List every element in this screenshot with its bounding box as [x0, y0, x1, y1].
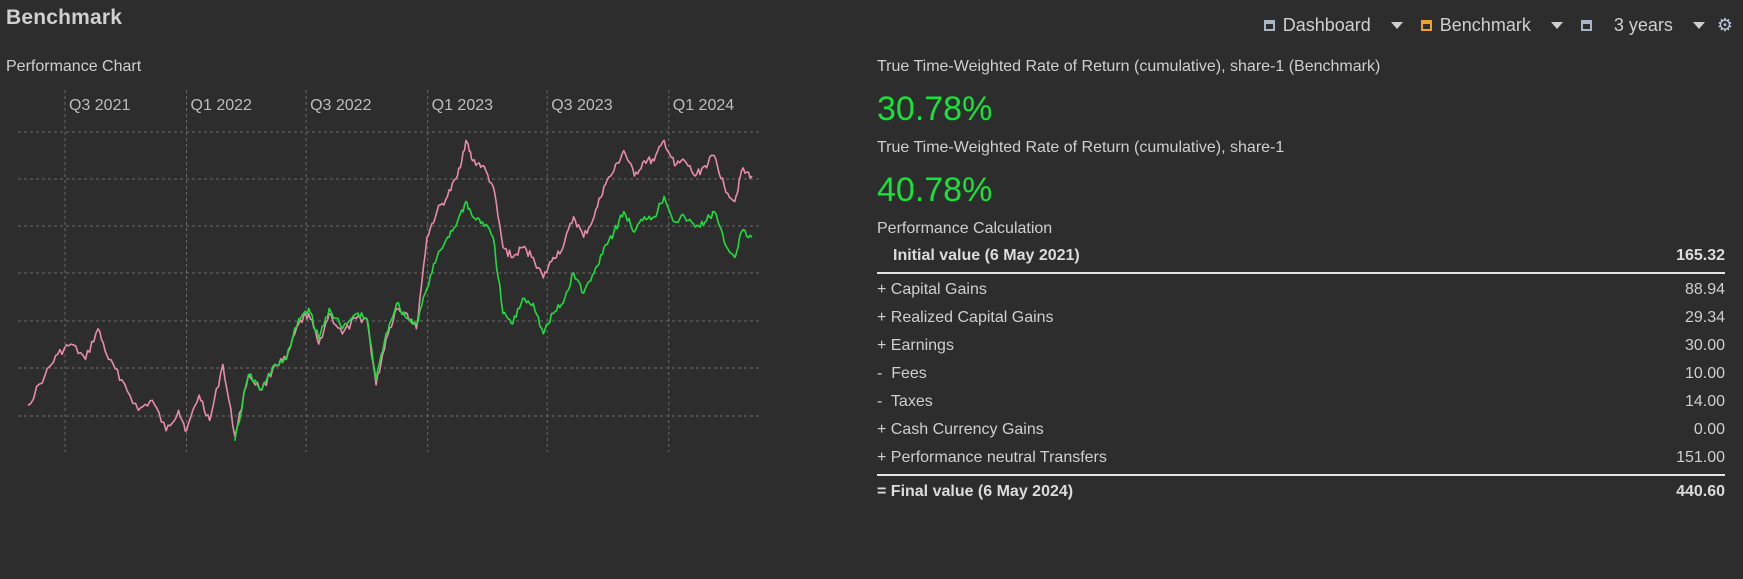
calc-row: + Realized Capital Gains 29.34	[877, 304, 1725, 332]
calc-row-value: 151.00	[1676, 449, 1725, 466]
calc-row: - Fees 10.00	[877, 360, 1725, 388]
calc-row-label: + Earnings	[877, 337, 954, 354]
calendar-icon	[1580, 19, 1592, 31]
x-tick-label: Q3 2022	[310, 97, 371, 114]
calc-row: - Taxes 14.00	[877, 388, 1725, 416]
dashboard-dropdown-icon[interactable]	[1390, 21, 1403, 29]
x-tick-label: Q1 2022	[191, 97, 252, 114]
calc-row: + Performance neutral Transfers 151.00	[877, 444, 1725, 472]
share-series-line	[234, 195, 753, 442]
benchmark-series-line	[27, 139, 753, 437]
calc-row-label: - Fees	[877, 365, 927, 382]
calc-initial-value: 165.32	[1676, 247, 1725, 264]
performance-chart-svg: Q3 2021 Q1 2022 Q3 2022 Q1 2023 Q3 2023 Q1 20…	[18, 90, 762, 452]
chart-section-label: Performance Chart	[6, 58, 142, 75]
calc-initial-row: Initial value (6 May 2021) 165.32	[877, 242, 1725, 270]
calc-final-value: 440.60	[1676, 483, 1725, 500]
metrics-panel: True Time-Weighted Rate of Return (cumul…	[877, 58, 1725, 506]
period-selector[interactable]: 3 years	[1580, 14, 1673, 36]
benchmark-selector[interactable]: Benchmark	[1420, 14, 1531, 36]
calculation-table: Initial value (6 May 2021) 165.32 + Capi…	[877, 242, 1725, 506]
metric-value-share: 40.78%	[877, 171, 993, 209]
calculation-title: Performance Calculation	[877, 220, 1053, 237]
calc-row-value: 14.00	[1684, 393, 1725, 410]
calc-row-label: + Realized Capital Gains	[877, 309, 1054, 326]
calc-row-label: + Capital Gains	[877, 281, 987, 298]
calc-final-label: = Final value (6 May 2024)	[877, 483, 1074, 500]
metric-value-benchmark: 30.78%	[877, 90, 993, 128]
calc-row-label: - Taxes	[877, 393, 933, 410]
divider	[877, 272, 1725, 274]
calc-row-value: 88.94	[1684, 281, 1725, 298]
calc-row-value: 0.00	[1693, 421, 1725, 438]
calc-final-row: = Final value (6 May 2024) 440.60	[877, 478, 1725, 506]
dashboard-icon	[1263, 19, 1275, 31]
x-tick-label: Q1 2024	[673, 97, 734, 114]
page-title: Benchmark	[6, 6, 123, 29]
metric-title-benchmark: True Time-Weighted Rate of Return (cumul…	[877, 58, 1381, 75]
calc-row-value: 30.00	[1684, 337, 1725, 354]
calc-initial-label: Initial value (6 May 2021)	[893, 247, 1080, 264]
period-dropdown-icon[interactable]	[1692, 21, 1705, 29]
benchmark-dropdown-icon[interactable]	[1550, 21, 1563, 29]
calc-row: + Earnings 30.00	[877, 332, 1725, 360]
calc-row: + Capital Gains 88.94	[877, 276, 1725, 304]
performance-chart[interactable]: Q3 2021 Q1 2022 Q3 2022 Q1 2023 Q3 2023 Q1 20…	[0, 80, 780, 470]
calc-row: + Cash Currency Gains 0.00	[877, 416, 1725, 444]
metric-title-share: True Time-Weighted Rate of Return (cumul…	[877, 139, 1285, 156]
calc-row-value: 29.34	[1684, 309, 1725, 326]
calc-row-value: 10.00	[1684, 365, 1725, 382]
period-label: 3 years	[1613, 14, 1673, 35]
benchmark-icon	[1420, 19, 1432, 31]
dashboard-selector[interactable]: Dashboard	[1263, 14, 1371, 36]
x-tick-label: Q3 2021	[69, 97, 130, 114]
toolbar: Dashboard Benchmark 3 years ⚙	[1263, 12, 1733, 38]
x-tick-label: Q3 2023	[551, 97, 612, 114]
divider	[877, 474, 1725, 476]
gear-icon[interactable]: ⚙	[1716, 14, 1733, 35]
calc-row-label: + Performance neutral Transfers	[877, 449, 1107, 466]
dashboard-label: Dashboard	[1282, 14, 1371, 35]
benchmark-label: Benchmark	[1439, 14, 1531, 35]
x-tick-label: Q1 2023	[432, 97, 493, 114]
calc-row-label: + Cash Currency Gains	[877, 421, 1044, 438]
